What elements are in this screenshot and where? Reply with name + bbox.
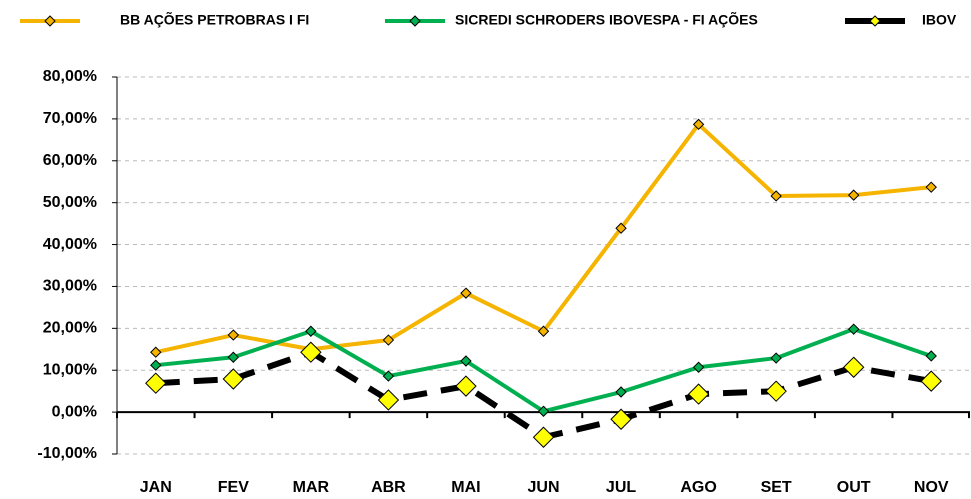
data-point [460,355,472,367]
data-point [150,359,162,371]
data-point [305,325,317,337]
legend-marker [869,15,881,27]
data-point [847,189,860,201]
y-tick-label: 30,00% [43,278,97,295]
data-point [687,383,710,405]
data-point [227,351,240,363]
data-point [460,287,472,299]
data-point [770,190,782,202]
y-tick-label: 60,00% [43,152,97,169]
data-point [692,361,705,373]
y-tick-label: 70,00% [43,110,97,127]
data-point [615,222,627,234]
x-tick-label: AGO [680,479,716,496]
legend-label: IBOV [922,12,957,28]
data-point [537,405,550,417]
legend-label: SICREDI SCHRODERS IBOVESPA - FI AÇÕES [455,11,758,28]
data-point [842,356,865,378]
data-point [382,334,395,346]
x-tick-label: MAR [293,479,330,496]
legend-marker [409,15,421,27]
y-tick-label: 50,00% [43,194,97,211]
data-point [920,370,942,392]
data-point [532,426,555,448]
data-point [537,325,550,337]
x-tick-label: MAI [451,479,480,496]
x-tick-label: JUN [527,479,559,496]
x-tick-label: OUT [837,479,871,496]
data-point [455,375,477,397]
x-tick-label: JUL [606,479,636,496]
data-point [615,386,627,398]
x-tick-label: ABR [371,479,406,496]
data-point [222,368,245,390]
data-point [377,389,400,411]
y-tick-label: 40,00% [43,236,97,253]
data-point [847,323,860,335]
data-point [300,341,322,363]
data-point [770,352,782,364]
x-tick-label: JAN [140,479,172,496]
series-line [155,349,932,441]
data-point [692,118,705,131]
legend-label: BB AÇÕES PETROBRAS I FI [120,11,309,28]
data-point [925,350,937,362]
x-tick-label: NOV [914,479,949,496]
series-line [155,122,932,355]
data-point [150,346,162,358]
legend-marker [44,15,56,27]
x-tick-label: SET [761,479,792,496]
y-tick-label: 10,00% [43,361,97,378]
x-tick-label: FEV [218,479,249,496]
data-point [145,372,167,394]
data-point [227,329,240,341]
y-tick-label: 80,00% [43,68,97,85]
data-point [610,408,632,430]
y-tick-label: 0,00% [52,403,97,420]
data-point [765,380,787,402]
y-tick-label: 20,00% [43,320,97,337]
y-tick-label: -10,00% [37,445,97,462]
data-point [382,370,395,382]
data-point [925,181,937,193]
